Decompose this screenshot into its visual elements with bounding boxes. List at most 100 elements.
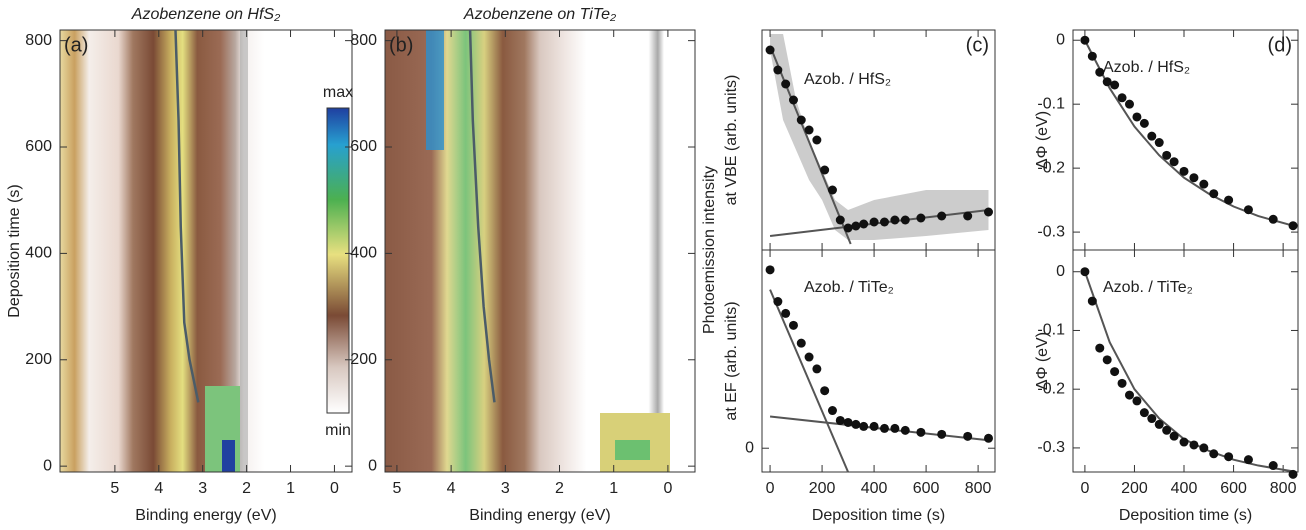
data-point: [1288, 221, 1298, 231]
data-point: [1124, 390, 1134, 400]
data-point: [1117, 93, 1127, 103]
data-point: [1189, 440, 1199, 450]
plot-frame: [59, 29, 353, 473]
y-tick-label: 0: [745, 439, 754, 456]
data-point: [1102, 77, 1112, 87]
data-point: [796, 338, 806, 348]
x-tick-label: 0: [663, 480, 672, 497]
data-point: [890, 423, 900, 433]
data-point: [835, 415, 845, 425]
data-point: [869, 217, 879, 227]
data-point: [1132, 112, 1142, 122]
panel-label: (b): [389, 34, 413, 56]
x-tick-label: 4: [154, 480, 163, 497]
x-tick-label: 3: [501, 480, 510, 497]
y-tick-label: -0.3: [1037, 439, 1065, 456]
y-tick-label: -0.3: [1037, 223, 1065, 240]
y-tick-label: 600: [350, 138, 377, 155]
data-point: [851, 419, 861, 429]
data-point: [1224, 452, 1234, 462]
data-point: [851, 221, 861, 231]
data-point: [859, 421, 869, 431]
x-axis-label: Deposition time (s): [1119, 507, 1252, 524]
x-tick-label: 1: [286, 480, 295, 497]
y-tick-label: 0: [1056, 263, 1065, 280]
fit-line: [769, 415, 989, 442]
data-point: [1209, 189, 1219, 199]
y-axis-label: ΔΦ (eV): [1034, 111, 1051, 169]
data-point: [1102, 355, 1112, 365]
data-point: [1147, 414, 1157, 424]
annotation: Azob. / HfS₂: [804, 71, 891, 88]
data-point: [983, 207, 993, 217]
data-point: [788, 95, 798, 105]
data-point: [827, 185, 837, 195]
colorbar-label: max: [323, 84, 353, 101]
x-axis-label: Binding energy (eV): [135, 507, 276, 524]
data-point: [869, 421, 879, 431]
data-point: [1189, 173, 1199, 183]
data-point: [781, 308, 791, 318]
y-tick-label: 400: [350, 245, 377, 262]
plot-frame: [1072, 249, 1299, 473]
annotation: Azob. / TiTe₂: [1103, 279, 1193, 296]
data-point: [1268, 214, 1278, 224]
data-point: [890, 215, 900, 225]
trace-line: [174, 29, 200, 403]
y-tick-label: 800: [350, 32, 377, 49]
data-point: [827, 406, 837, 416]
y-tick-label: 600: [25, 138, 52, 155]
data-point: [937, 429, 947, 439]
data-point: [900, 215, 910, 225]
x-tick-label: 200: [809, 480, 836, 497]
y-tick-label: 200: [25, 351, 52, 368]
data-point: [1139, 118, 1149, 128]
data-point: [812, 364, 822, 374]
y-axis-label: at VBE (arb. units): [723, 75, 740, 206]
data-point: [1110, 80, 1120, 90]
data-point: [963, 211, 973, 221]
data-point: [1162, 425, 1172, 435]
data-point: [1179, 437, 1189, 447]
x-tick-label: 400: [861, 480, 888, 497]
data-point: [773, 65, 783, 75]
y-tick-label: -0.2: [1037, 380, 1065, 397]
x-tick-label: 800: [965, 480, 992, 497]
data-point: [1080, 35, 1090, 45]
data-point: [804, 352, 814, 362]
data-point: [916, 427, 926, 437]
annotation: Azob. / HfS₂: [1103, 59, 1190, 76]
data-point: [1124, 99, 1134, 109]
y-tick-label: 800: [25, 32, 52, 49]
fit-line: [769, 289, 849, 473]
data-point: [879, 217, 889, 227]
data-point: [1080, 267, 1090, 277]
panel-label: (c): [966, 34, 989, 56]
data-point: [1147, 131, 1157, 141]
data-point: [1243, 455, 1253, 465]
data-point: [1169, 157, 1179, 167]
data-point: [937, 211, 947, 221]
fit-line: [769, 45, 852, 245]
panel-title: Azobenzene on TiTe₂: [463, 6, 616, 23]
y-tick-label: 0: [1056, 31, 1065, 48]
data-point: [1199, 443, 1209, 453]
plot-frame: [384, 29, 696, 473]
data-point: [788, 320, 798, 330]
y-axis-label: ΔΦ (eV): [1034, 332, 1051, 390]
x-tick-label: 0: [766, 480, 775, 497]
trace-line: [468, 29, 496, 403]
data-point: [1288, 469, 1298, 479]
data-point: [765, 265, 775, 275]
y-axis-label: Deposition time (s): [6, 184, 23, 317]
data-point: [804, 125, 814, 135]
data-point: [1095, 343, 1105, 353]
data-point: [1117, 378, 1127, 388]
data-point: [843, 417, 853, 427]
fit-line: [769, 209, 989, 237]
y-tick-label: -0.2: [1037, 159, 1065, 176]
data-point: [900, 425, 910, 435]
data-point: [820, 386, 830, 396]
heatmap-a: [60, 30, 352, 472]
